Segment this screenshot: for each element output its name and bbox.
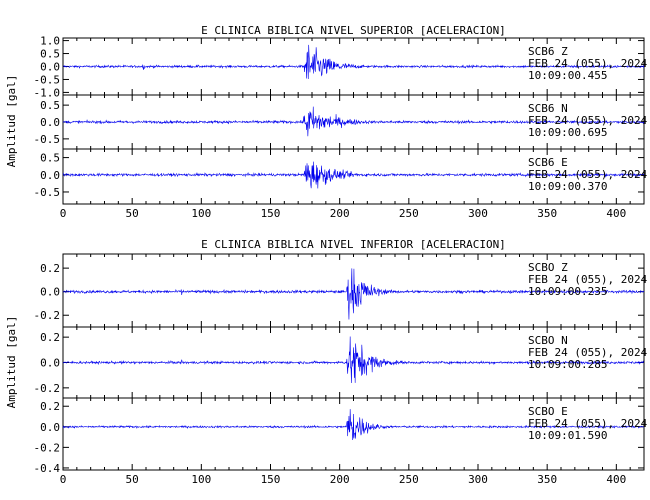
y-tick-label: 0.2	[40, 262, 60, 275]
trace-annotation: SCBO N	[528, 334, 568, 347]
y-tick-label: -0.5	[34, 73, 61, 86]
y-tick-label: 0.0	[40, 169, 60, 182]
chart-panel-1: E CLINICA BIBLICA NIVEL INFERIOR [ACELER…	[5, 238, 648, 486]
y-tick-label: -0.4	[34, 462, 61, 475]
trace-annotation: FEB 24 (055), 2024	[528, 168, 648, 181]
trace-annotation: 10:09:00.235	[528, 285, 607, 298]
x-tick-label: 0	[60, 207, 67, 220]
y-tick-label: 0.5	[40, 99, 60, 112]
y-tick-label: -1.0	[34, 86, 61, 99]
trace-annotation: SCBO Z	[528, 261, 568, 274]
x-tick-label: 100	[191, 207, 211, 220]
x-tick-label: 350	[537, 473, 557, 486]
trace-annotation: SCBO E	[528, 405, 568, 418]
y-tick-label: 0.5	[40, 48, 60, 61]
trace-annotation: 10:09:00.285	[528, 358, 607, 371]
y-axis-label: Amplitud [gal]	[5, 316, 18, 409]
x-tick-label: 250	[399, 207, 419, 220]
y-tick-label: -0.2	[34, 382, 61, 395]
trace-annotation: SCB6 Z	[528, 45, 568, 58]
x-tick-label: 50	[126, 473, 139, 486]
trace-annotation: 10:09:00.455	[528, 69, 607, 82]
y-tick-label: -0.2	[34, 309, 61, 322]
chart-title: E CLINICA BIBLICA NIVEL SUPERIOR [ACELER…	[201, 24, 506, 37]
y-tick-label: 0.0	[40, 357, 60, 370]
y-tick-label: 0.5	[40, 152, 60, 165]
x-tick-label: 200	[330, 207, 350, 220]
y-tick-label: 0.2	[40, 331, 60, 344]
x-tick-label: 50	[126, 207, 139, 220]
trace-annotation: SCB6 N	[528, 102, 568, 115]
x-tick-label: 150	[261, 473, 281, 486]
x-tick-label: 150	[261, 207, 281, 220]
chart-panel-0: E CLINICA BIBLICA NIVEL SUPERIOR [ACELER…	[5, 24, 648, 220]
x-tick-label: 200	[330, 473, 350, 486]
waveform-trace	[62, 268, 645, 320]
trace-annotation: 10:09:00.370	[528, 180, 607, 193]
x-tick-label: 300	[468, 207, 488, 220]
y-tick-label: 0.0	[40, 61, 60, 74]
waveform-trace	[62, 409, 645, 441]
x-tick-label: 400	[606, 473, 626, 486]
waveform-trace	[62, 336, 645, 384]
trace-annotation: FEB 24 (055), 2024	[528, 417, 648, 430]
y-tick-label: 0.0	[40, 421, 60, 434]
chart-title: E CLINICA BIBLICA NIVEL INFERIOR [ACELER…	[201, 238, 506, 251]
waveform-trace	[62, 161, 645, 189]
waveform-trace	[62, 106, 645, 137]
trace-annotation: SCB6 E	[528, 156, 568, 169]
y-tick-label: 0.0	[40, 286, 60, 299]
y-tick-label: 0.0	[40, 116, 60, 129]
trace-annotation: FEB 24 (055), 2024	[528, 57, 648, 70]
y-axis-label: Amplitud [gal]	[5, 75, 18, 168]
trace-annotation: 10:09:01.590	[528, 429, 607, 442]
y-tick-label: 0.2	[40, 400, 60, 413]
y-tick-label: 1.0	[40, 35, 60, 48]
trace-annotation: FEB 24 (055), 2024	[528, 346, 648, 359]
y-tick-label: -0.5	[34, 133, 61, 146]
x-tick-label: 250	[399, 473, 419, 486]
x-tick-label: 400	[606, 207, 626, 220]
x-tick-label: 350	[537, 207, 557, 220]
x-tick-label: 0	[60, 473, 67, 486]
y-tick-label: -0.5	[34, 186, 61, 199]
x-tick-label: 100	[191, 473, 211, 486]
trace-annotation: FEB 24 (055), 2024	[528, 114, 648, 127]
x-tick-label: 300	[468, 473, 488, 486]
trace-annotation: FEB 24 (055), 2024	[528, 273, 648, 286]
y-tick-label: -0.2	[34, 441, 61, 454]
waveform-trace	[62, 44, 645, 80]
trace-annotation: 10:09:00.695	[528, 126, 607, 139]
